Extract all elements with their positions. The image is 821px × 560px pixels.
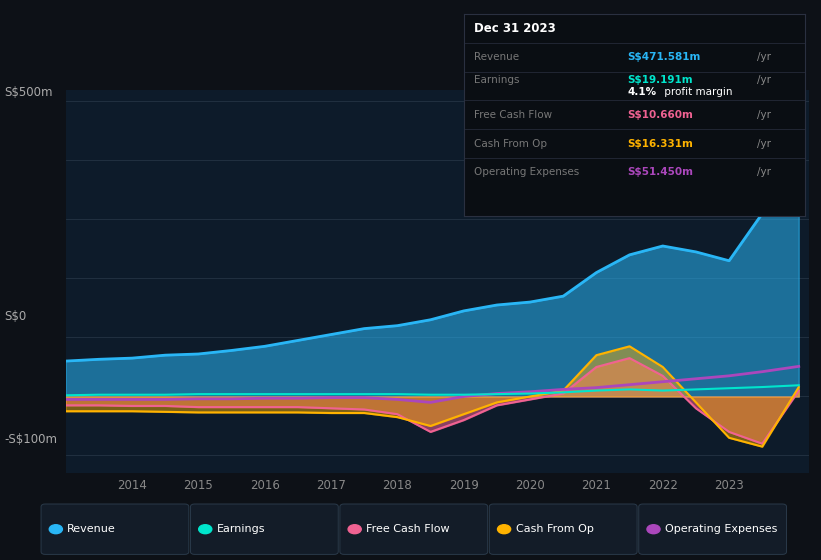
Text: Earnings: Earnings bbox=[474, 75, 520, 85]
Text: Operating Expenses: Operating Expenses bbox=[474, 167, 580, 178]
Text: Revenue: Revenue bbox=[474, 52, 519, 62]
Text: Free Cash Flow: Free Cash Flow bbox=[366, 524, 450, 534]
Text: Cash From Op: Cash From Op bbox=[516, 524, 594, 534]
Text: 4.1%: 4.1% bbox=[627, 87, 657, 97]
Text: S$19.191m: S$19.191m bbox=[627, 75, 693, 85]
Text: S$51.450m: S$51.450m bbox=[627, 167, 694, 178]
Text: Revenue: Revenue bbox=[67, 524, 116, 534]
Text: /yr: /yr bbox=[757, 167, 771, 178]
Text: S$471.581m: S$471.581m bbox=[627, 52, 701, 62]
Text: Cash From Op: Cash From Op bbox=[474, 139, 547, 148]
Text: /yr: /yr bbox=[757, 75, 771, 85]
Text: Dec 31 2023: Dec 31 2023 bbox=[474, 22, 556, 35]
Text: Free Cash Flow: Free Cash Flow bbox=[474, 110, 553, 120]
Text: Earnings: Earnings bbox=[217, 524, 265, 534]
Text: -S$100m: -S$100m bbox=[4, 433, 57, 446]
Text: S$0: S$0 bbox=[4, 310, 26, 323]
Text: S$500m: S$500m bbox=[4, 86, 53, 99]
Text: S$10.660m: S$10.660m bbox=[627, 110, 693, 120]
Text: profit margin: profit margin bbox=[662, 87, 733, 97]
Text: Operating Expenses: Operating Expenses bbox=[665, 524, 777, 534]
Text: /yr: /yr bbox=[757, 110, 771, 120]
Text: /yr: /yr bbox=[757, 52, 771, 62]
Text: /yr: /yr bbox=[757, 139, 771, 148]
Text: S$16.331m: S$16.331m bbox=[627, 139, 693, 148]
